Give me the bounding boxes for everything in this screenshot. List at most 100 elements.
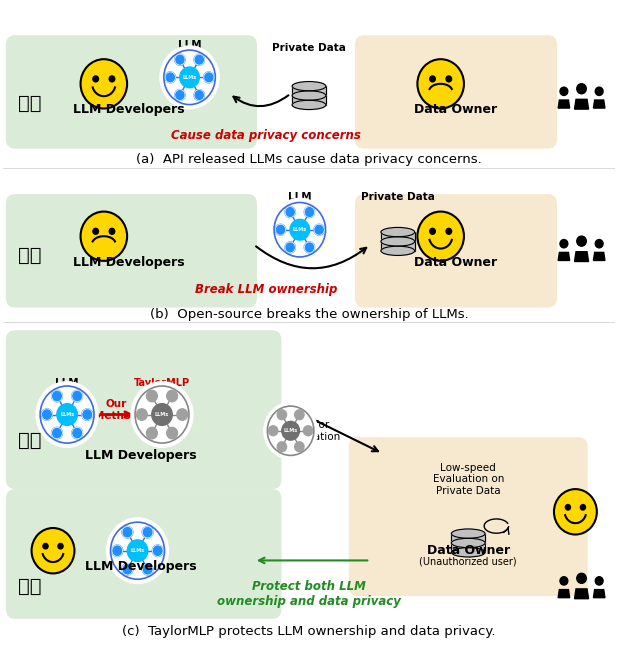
Circle shape [109,228,115,234]
Text: (b)  Open-source breaks the ownership of LLMs.: (b) Open-source breaks the ownership of … [150,307,468,320]
Text: 🧑‍💻: 🧑‍💻 [18,577,41,596]
Circle shape [277,410,287,420]
Circle shape [175,54,185,65]
Circle shape [51,390,62,402]
Ellipse shape [451,529,485,538]
Polygon shape [575,252,588,262]
Circle shape [295,442,304,452]
Circle shape [165,72,176,83]
FancyBboxPatch shape [6,194,257,307]
Polygon shape [558,252,570,260]
Circle shape [577,574,586,583]
Polygon shape [593,252,605,260]
Ellipse shape [381,246,415,256]
Circle shape [304,207,315,218]
Text: LLMs: LLMs [293,227,307,232]
Text: LLM: LLM [288,192,311,202]
Circle shape [131,382,193,447]
Circle shape [72,427,83,439]
Circle shape [80,60,127,109]
Circle shape [577,236,586,246]
Text: Break LLM ownership: Break LLM ownership [195,283,337,296]
Circle shape [152,404,172,425]
Circle shape [58,543,63,549]
Ellipse shape [451,538,485,547]
Circle shape [57,404,77,425]
Text: Our: Our [106,399,127,409]
FancyBboxPatch shape [451,534,485,543]
Circle shape [80,212,127,261]
Circle shape [194,90,205,101]
FancyBboxPatch shape [6,330,281,489]
FancyBboxPatch shape [355,194,557,307]
Circle shape [270,198,329,261]
Circle shape [264,402,318,459]
FancyBboxPatch shape [292,95,326,105]
Ellipse shape [292,82,326,91]
Circle shape [106,518,169,583]
Circle shape [204,72,214,83]
Text: Low-speed
Evaluation on
Private Data: Low-speed Evaluation on Private Data [433,463,504,496]
Text: LLMs: LLMs [130,548,145,553]
Text: LLM: LLM [178,40,201,50]
Circle shape [417,212,464,261]
Text: Method: Method [94,411,138,421]
Circle shape [285,207,295,218]
Ellipse shape [451,547,485,557]
Text: Protect both LLM
ownership and data privacy: Protect both LLM ownership and data priv… [217,580,401,608]
Text: Data Owner: Data Owner [415,103,497,116]
Circle shape [72,390,83,402]
Circle shape [595,87,603,95]
FancyBboxPatch shape [6,489,281,619]
Polygon shape [575,99,588,109]
Text: 🧑‍💻: 🧑‍💻 [18,431,41,450]
Circle shape [314,224,324,235]
Circle shape [304,242,315,253]
Circle shape [446,76,452,82]
Ellipse shape [381,228,415,237]
Polygon shape [558,100,570,108]
Circle shape [446,228,452,234]
Circle shape [152,545,163,557]
Text: Private Data: Private Data [361,192,434,202]
Circle shape [82,409,93,421]
Circle shape [565,504,570,510]
FancyBboxPatch shape [292,86,326,95]
Polygon shape [593,590,605,598]
Text: 🧑‍💻: 🧑‍💻 [18,94,41,112]
Circle shape [580,504,585,510]
Circle shape [577,84,586,94]
Text: LLMs: LLMs [284,428,298,433]
Circle shape [142,564,153,575]
Circle shape [127,540,148,562]
Text: Private Data: Private Data [272,43,346,53]
Circle shape [109,76,115,82]
FancyBboxPatch shape [381,232,415,241]
Circle shape [276,224,286,235]
Polygon shape [593,100,605,108]
Circle shape [41,409,53,421]
Circle shape [560,239,568,248]
FancyBboxPatch shape [355,35,557,148]
Circle shape [122,564,133,575]
Text: LLM: LLM [55,378,79,388]
Circle shape [142,526,153,538]
Circle shape [32,528,74,574]
Circle shape [285,242,295,253]
Text: LLMs: LLMs [182,75,197,80]
Circle shape [93,76,98,82]
Text: (c)  TaylorMLP protects LLM ownership and data privacy.: (c) TaylorMLP protects LLM ownership and… [122,625,496,638]
Text: (a)  API released LLMs cause data privacy concerns.: (a) API released LLMs cause data privacy… [136,153,482,166]
FancyBboxPatch shape [6,35,257,148]
Circle shape [194,54,205,65]
Text: 🧑‍💻: 🧑‍💻 [18,246,41,265]
FancyBboxPatch shape [451,543,485,553]
Text: LLM Developers: LLM Developers [72,103,184,116]
Circle shape [560,87,568,95]
Polygon shape [558,590,570,598]
Text: Apply for
Authorization: Apply for Authorization [271,420,341,441]
Text: LLM Developers: LLM Developers [85,560,197,574]
Circle shape [303,426,313,436]
Text: LLM Developers: LLM Developers [85,449,197,462]
Circle shape [175,90,185,101]
